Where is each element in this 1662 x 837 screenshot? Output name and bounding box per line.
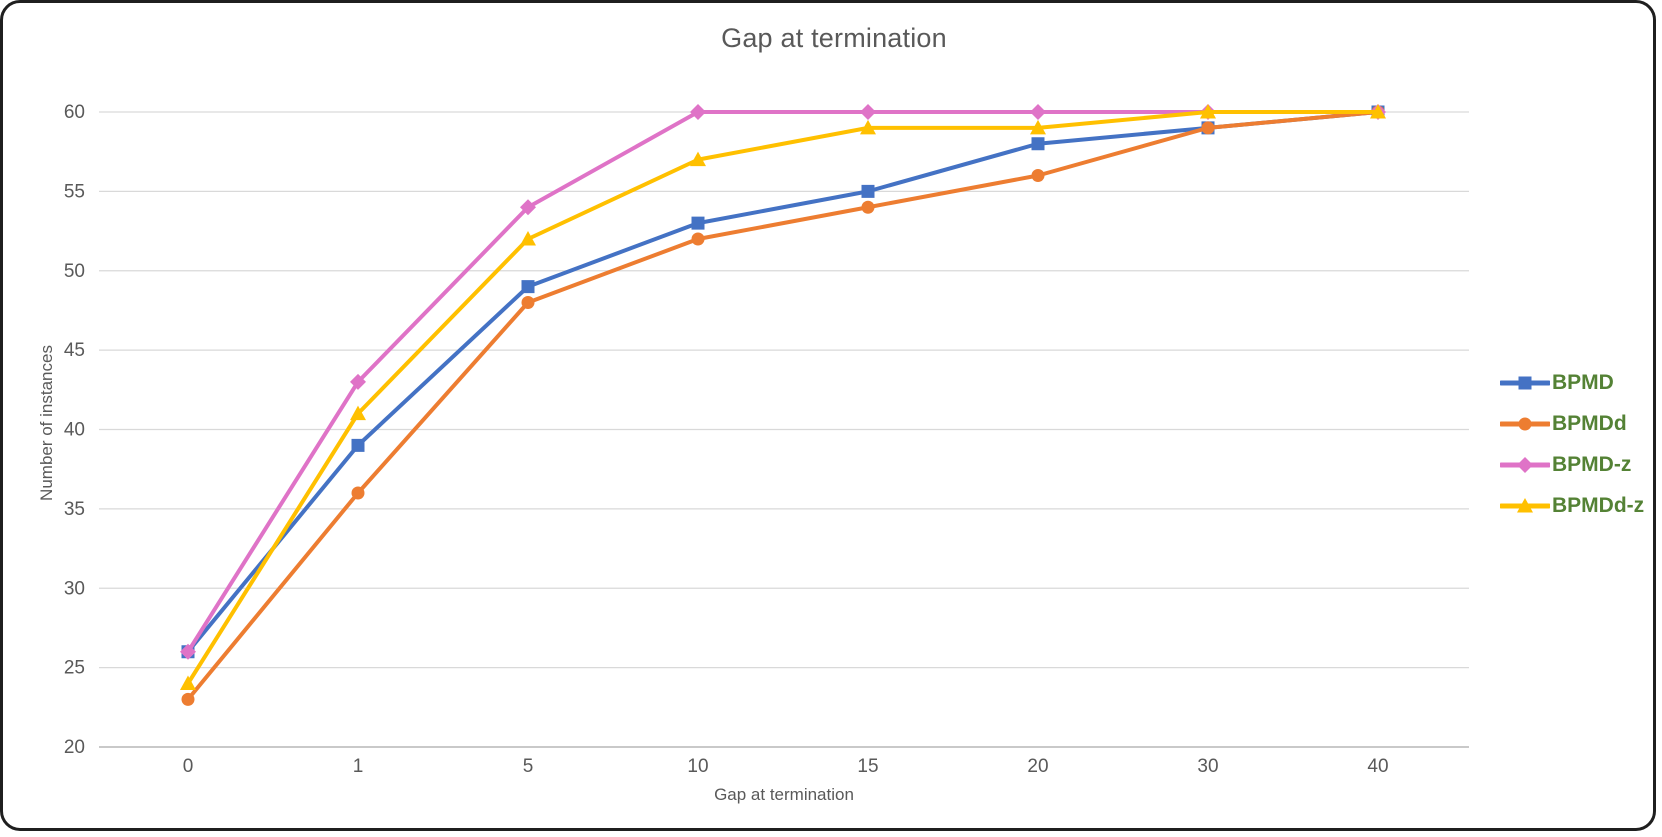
x-tick-label: 20 — [1027, 756, 1048, 777]
series-marker-bpmdd — [1031, 169, 1045, 182]
series-marker-bpmd — [1031, 137, 1045, 151]
series-marker-bpmd-z — [1030, 104, 1046, 120]
legend-label: BPMD-z — [1552, 453, 1632, 476]
y-tick-label: 30 — [64, 578, 85, 599]
legend-label: BPMDd — [1552, 412, 1627, 435]
legend-swatch-diamond-icon — [1500, 457, 1550, 473]
legend-swatch-square-icon — [1500, 376, 1550, 390]
legend-item-bpmdd[interactable]: BPMDd — [1500, 412, 1644, 436]
series-marker-bpmdd — [181, 692, 195, 706]
series-marker-bpmdd-z — [1370, 104, 1386, 119]
x-tick-label: 15 — [857, 756, 878, 777]
x-tick-label: 5 — [523, 756, 534, 777]
y-tick-label: 60 — [64, 102, 85, 123]
series-marker-bpmdd-z — [690, 151, 706, 167]
legend: BPMD BPMDd BPMD-z BPMDd-z — [1500, 371, 1644, 518]
series-marker-bpmd — [691, 216, 705, 230]
y-tick-label: 40 — [64, 420, 85, 441]
legend-swatch-marker — [1518, 376, 1532, 390]
series-marker-bpmd-z — [350, 373, 366, 390]
legend-item-bpmd[interactable]: BPMD — [1500, 371, 1644, 395]
series-line-bpmdd — [186, 110, 1380, 702]
legend-label: BPMDd-z — [1552, 494, 1645, 517]
y-tick-label: 35 — [64, 499, 85, 520]
series-marker-bpmdd-z — [350, 405, 366, 421]
y-tick-label: 25 — [64, 658, 85, 679]
series-marker-bpmd-z — [860, 104, 876, 120]
x-tick-label: 40 — [1367, 756, 1388, 777]
legend-item-bpmdd-z[interactable]: BPMDd-z — [1500, 494, 1644, 518]
series-marker-bpmdd-z — [520, 231, 536, 246]
series-marker-bpmdd — [521, 296, 535, 309]
series-line-bpmd — [186, 110, 1380, 654]
series-marker-bpmdd — [351, 486, 365, 500]
legend-label: BPMD — [1552, 371, 1614, 394]
x-tick-label: 10 — [687, 756, 708, 777]
series-marker-bpmdd — [691, 232, 705, 246]
legend-item-bpmd-z[interactable]: BPMD-z — [1500, 453, 1644, 477]
series-marker-bpmd — [351, 438, 365, 452]
series-marker-bpmd-z — [520, 199, 536, 216]
series-marker-bpmdd-z — [1200, 104, 1216, 119]
legend-swatch-circle-icon — [1500, 417, 1550, 431]
legend-swatch-marker — [1518, 417, 1532, 431]
series-marker-bpmd — [521, 280, 535, 294]
x-tick-label: 0 — [183, 756, 194, 777]
y-tick-label: 50 — [64, 261, 85, 282]
y-tick-label: 55 — [64, 181, 85, 202]
x-tick-label: 30 — [1197, 756, 1218, 777]
y-tick-label: 45 — [64, 340, 85, 361]
series-marker-bpmdd — [861, 200, 875, 214]
series-marker-bpmdd-z — [180, 675, 196, 690]
y-axis-title: Number of instances — [37, 345, 56, 501]
series-marker-bpmd-z — [180, 643, 196, 660]
series-marker-bpmd-z — [690, 104, 706, 120]
series-marker-bpmdd — [1201, 121, 1215, 135]
x-tick-label: 1 — [353, 756, 364, 777]
series-marker-bpmdd-z — [1030, 119, 1046, 135]
legend-swatch-triangle-icon — [1500, 498, 1550, 513]
series-marker-bpmd — [861, 184, 875, 198]
series-line-bpmdd-z — [186, 110, 1380, 686]
legend-swatch-marker — [1517, 457, 1533, 473]
chart-title: Gap at termination — [721, 23, 947, 53]
series-marker-bpmdd-z — [860, 119, 876, 135]
x-axis-title: Gap at termination — [714, 785, 854, 804]
series-line-bpmd-z — [186, 110, 1380, 654]
legend-swatch-marker — [1517, 498, 1533, 513]
y-tick-label: 20 — [64, 737, 85, 758]
